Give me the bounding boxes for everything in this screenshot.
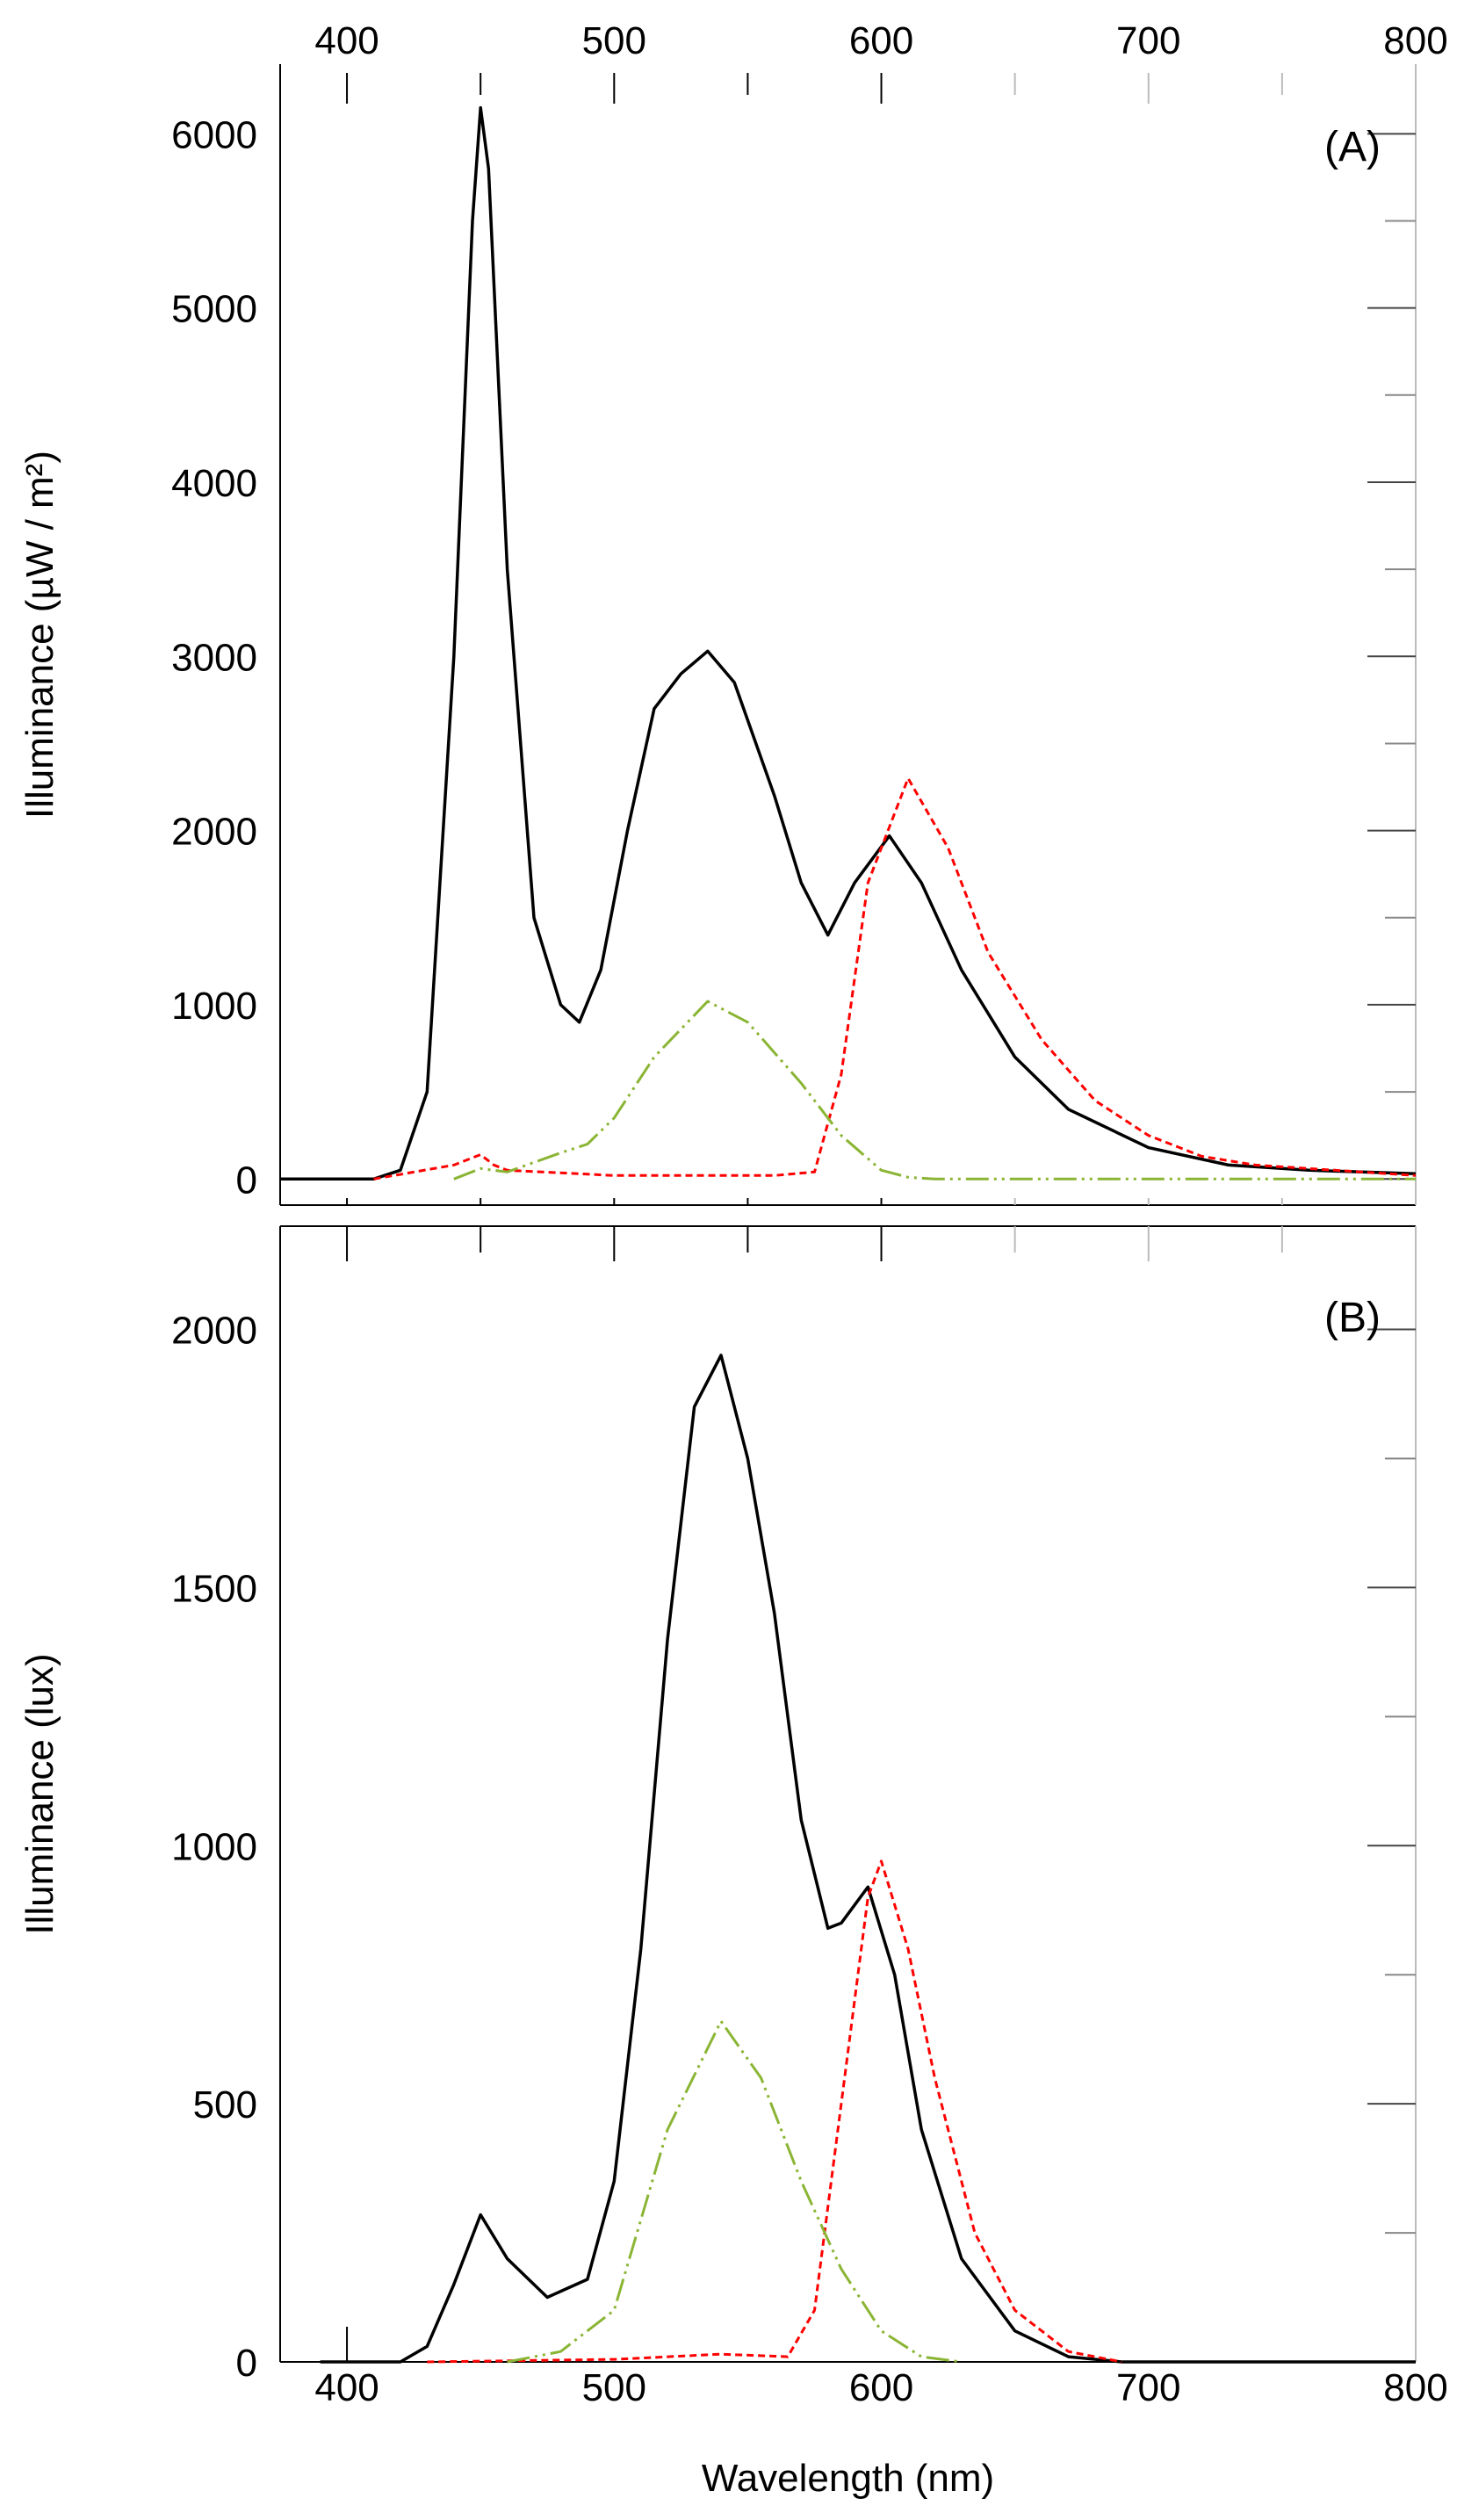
x-tick-label: 700 xyxy=(1116,19,1180,62)
x-tick-label: 600 xyxy=(849,19,913,62)
x-tick-label: 800 xyxy=(1383,19,1447,62)
y-tick-label: 1000 xyxy=(171,985,257,1028)
y-tick-label: 2000 xyxy=(171,1310,257,1353)
y-tick-label: 4000 xyxy=(171,462,257,505)
x-tick-label: 500 xyxy=(582,2366,646,2409)
x-tick-label: 400 xyxy=(314,2366,379,2409)
x-tick-label: 800 xyxy=(1383,2366,1447,2409)
x-axis-title: Wavelength (nm) xyxy=(702,2457,994,2500)
x-tick-label: 600 xyxy=(849,2366,913,2409)
y-tick-label: 1500 xyxy=(171,1567,257,1610)
series-line-black xyxy=(320,1354,1416,2364)
x-tick-label: 700 xyxy=(1116,2366,1180,2409)
y-tick-label: 6000 xyxy=(171,113,257,156)
panel-label: (A) xyxy=(1324,124,1381,170)
panel-b: 400 500 600 700 800 0 500 1000 1500 2000 Illuminan… xyxy=(18,1225,1448,2500)
y-tick-label: 0 xyxy=(236,2342,257,2385)
panel-a: 400 500 600 700 800 0 1000 2000 3000 4000 5000 6000… xyxy=(18,19,1448,1206)
y-tick-label: 3000 xyxy=(171,636,257,679)
y-tick-label: 0 xyxy=(236,1159,257,1202)
y-axis-title: Illuminance (lux) xyxy=(18,1653,61,1934)
y-tick-label: 500 xyxy=(193,2083,257,2126)
series-line-red xyxy=(373,776,1417,1181)
series-line-green xyxy=(453,1000,1416,1181)
series-line-black xyxy=(280,105,1417,1181)
y-tick-label: 2000 xyxy=(171,811,257,854)
x-tick-label: 400 xyxy=(314,19,379,62)
y-tick-label: 1000 xyxy=(171,1825,257,1868)
x-tick-label: 500 xyxy=(582,19,646,62)
panel-label: (B) xyxy=(1324,1295,1381,1341)
y-axis-title: Illuminance (µW / m²) xyxy=(18,451,61,819)
y-tick-label: 5000 xyxy=(171,288,257,331)
series-line-green xyxy=(507,2019,962,2364)
series-line-red xyxy=(427,1859,1122,2364)
